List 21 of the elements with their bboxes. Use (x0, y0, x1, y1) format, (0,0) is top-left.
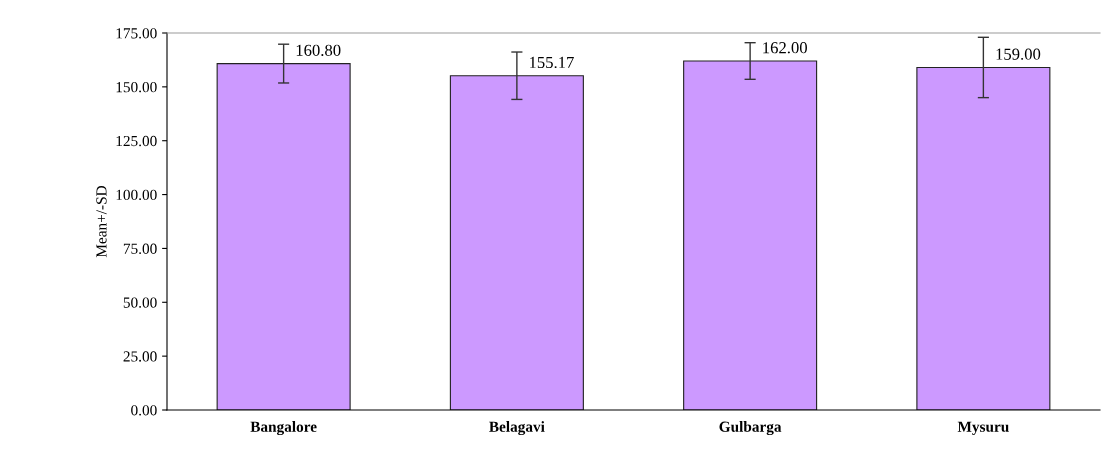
data-label: 160.80 (296, 44, 341, 56)
y-tick-label: 50.00 (123, 297, 157, 308)
y-tick-label: 0.00 (131, 405, 157, 416)
data-label: 159.00 (996, 48, 1041, 60)
y-tick-label: 125.00 (116, 135, 157, 147)
bar (216, 63, 351, 410)
y-tick-label: 175.00 (116, 28, 157, 39)
data-label: 155.17 (530, 56, 574, 69)
bar (449, 75, 584, 410)
bar (916, 66, 1051, 410)
x-tick-label: Bangalore (250, 421, 317, 436)
x-tick-label: Gulbarga (719, 421, 782, 436)
x-tick-label: Mysuru (957, 421, 1009, 435)
y-axis-title: Mean+/-SD (96, 185, 107, 258)
y-tick-label: 75.00 (123, 243, 157, 254)
x-tick-label: Belagavi (489, 421, 545, 436)
y-tick-label: 25.00 (123, 351, 157, 362)
y-tick-label: 100.00 (116, 189, 157, 201)
data-label: 162.00 (763, 42, 807, 54)
y-tick-label: 150.00 (116, 82, 157, 93)
bar (683, 60, 818, 410)
